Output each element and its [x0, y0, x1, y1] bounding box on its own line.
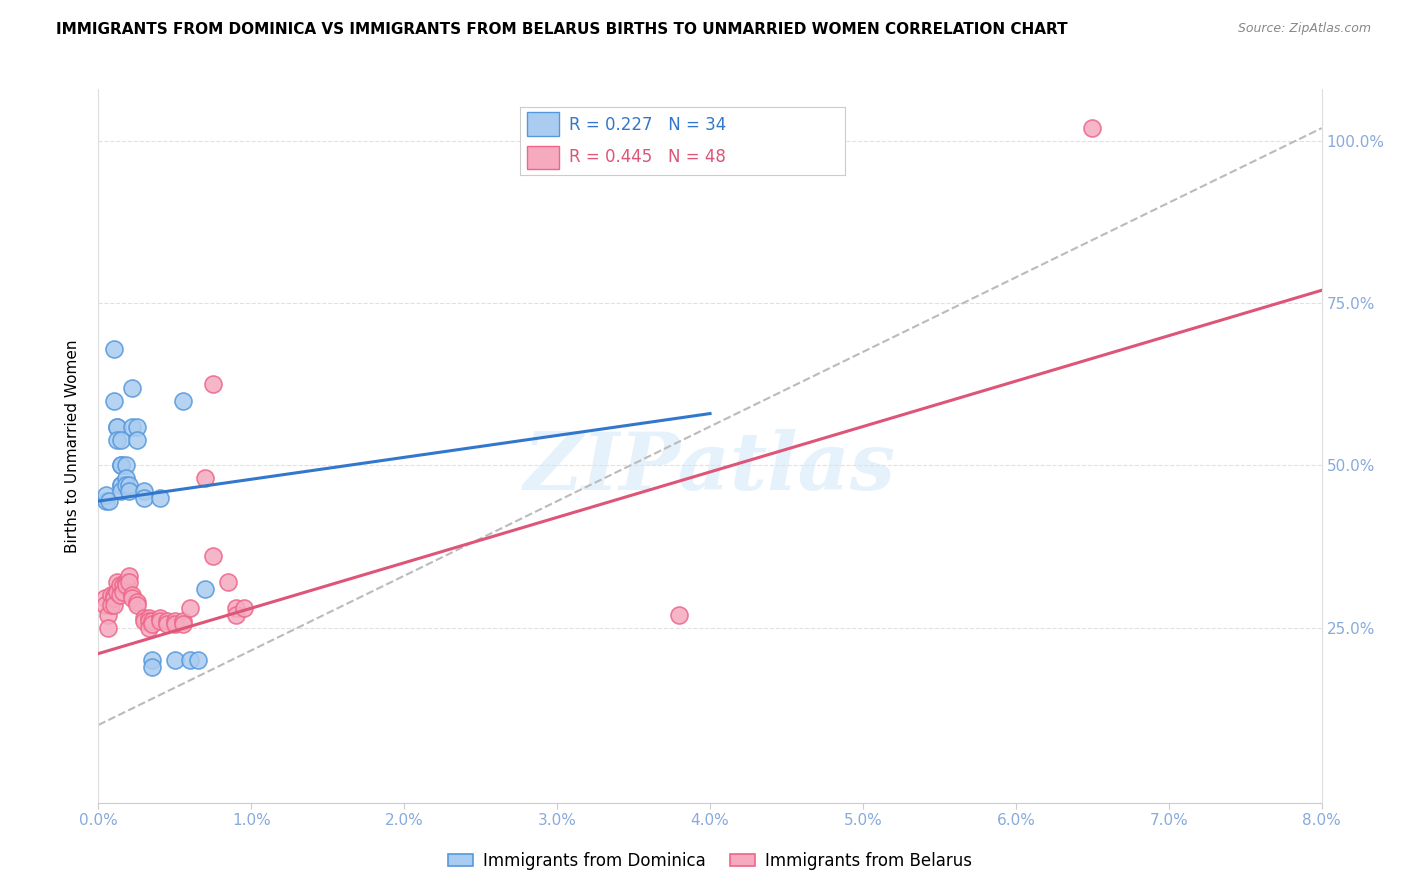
Point	[121, 419, 143, 434]
Point	[100, 598, 122, 612]
Point	[194, 471, 217, 485]
Point	[110, 458, 132, 473]
Point	[125, 595, 148, 609]
Point	[134, 614, 156, 628]
Point	[202, 549, 225, 564]
Point	[125, 419, 148, 434]
Point	[121, 588, 143, 602]
Point	[93, 598, 115, 612]
Point	[194, 582, 217, 596]
Point	[100, 588, 122, 602]
Point	[98, 494, 121, 508]
Point	[225, 601, 247, 615]
Point	[125, 433, 148, 447]
Point	[156, 617, 179, 632]
Point	[97, 607, 120, 622]
Point	[110, 484, 132, 499]
Point	[149, 614, 172, 628]
Point	[149, 491, 172, 505]
Point	[110, 478, 132, 492]
Point	[141, 653, 163, 667]
Point	[108, 588, 131, 602]
Point	[156, 614, 179, 628]
Text: ZIPatlas: ZIPatlas	[524, 429, 896, 506]
Y-axis label: Births to Unmarried Women: Births to Unmarried Women	[65, 339, 80, 553]
Point	[105, 575, 128, 590]
Point	[115, 458, 138, 473]
Point	[149, 611, 172, 625]
Point	[115, 575, 138, 590]
Point	[179, 601, 201, 615]
Point	[1081, 121, 1104, 136]
Point	[172, 614, 194, 628]
Point	[163, 653, 186, 667]
Point	[110, 433, 132, 447]
Point	[110, 458, 132, 473]
Text: Source: ZipAtlas.com: Source: ZipAtlas.com	[1237, 22, 1371, 36]
Point	[105, 433, 128, 447]
Point	[105, 585, 128, 599]
Point	[94, 494, 117, 508]
Point	[225, 607, 247, 622]
Point	[172, 617, 194, 632]
Point	[134, 611, 156, 625]
Point	[141, 614, 163, 628]
Point	[163, 617, 186, 632]
Point	[172, 393, 194, 408]
Point	[138, 621, 160, 635]
Point	[138, 614, 160, 628]
Point	[121, 381, 143, 395]
Point	[141, 659, 163, 673]
Point	[105, 419, 128, 434]
Point	[103, 393, 125, 408]
Point	[115, 478, 138, 492]
Point	[111, 578, 134, 592]
Point	[94, 488, 117, 502]
Point	[103, 591, 125, 606]
Point	[134, 491, 156, 505]
Point	[217, 575, 239, 590]
Point	[141, 617, 163, 632]
Point	[111, 585, 134, 599]
Point	[118, 484, 141, 499]
Point	[118, 478, 141, 492]
Point	[103, 588, 125, 602]
Point	[637, 128, 661, 142]
Point	[179, 653, 201, 667]
Point	[668, 607, 690, 622]
Legend: Immigrants from Dominica, Immigrants from Belarus: Immigrants from Dominica, Immigrants fro…	[441, 846, 979, 877]
Text: IMMIGRANTS FROM DOMINICA VS IMMIGRANTS FROM BELARUS BIRTHS TO UNMARRIED WOMEN CO: IMMIGRANTS FROM DOMINICA VS IMMIGRANTS F…	[56, 22, 1069, 37]
Point	[110, 478, 132, 492]
Point	[121, 591, 143, 606]
Point	[125, 598, 148, 612]
Point	[103, 598, 125, 612]
Point	[93, 591, 115, 606]
Point	[187, 653, 209, 667]
Point	[202, 377, 225, 392]
Point	[103, 342, 125, 356]
Point	[118, 575, 141, 590]
Point	[138, 611, 160, 625]
Point	[163, 614, 186, 628]
Point	[105, 419, 128, 434]
Point	[232, 601, 254, 615]
Point	[115, 471, 138, 485]
Point	[115, 578, 138, 592]
Point	[97, 621, 120, 635]
Point	[108, 578, 131, 592]
Point	[134, 484, 156, 499]
Point	[118, 568, 141, 582]
